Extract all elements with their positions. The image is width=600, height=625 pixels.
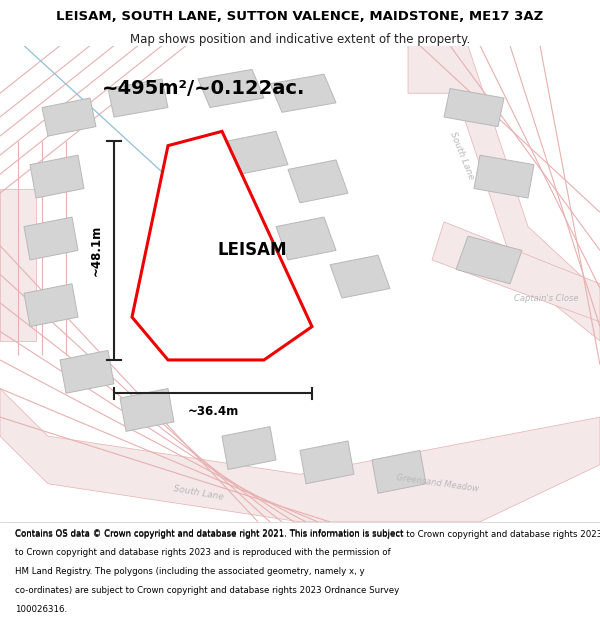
Polygon shape — [372, 451, 426, 493]
Polygon shape — [24, 284, 78, 327]
Polygon shape — [228, 131, 288, 174]
Polygon shape — [120, 389, 174, 431]
Text: Map shows position and indicative extent of the property.: Map shows position and indicative extent… — [130, 33, 470, 46]
Polygon shape — [456, 236, 522, 284]
Polygon shape — [0, 389, 600, 522]
Text: ~48.1m: ~48.1m — [90, 225, 103, 276]
Polygon shape — [0, 189, 36, 341]
Polygon shape — [432, 222, 600, 322]
Polygon shape — [288, 160, 348, 202]
Text: Greensand Meadow: Greensand Meadow — [396, 474, 480, 494]
Polygon shape — [408, 46, 600, 341]
Polygon shape — [474, 155, 534, 198]
Text: co-ordinates) are subject to Crown copyright and database rights 2023 Ordnance S: co-ordinates) are subject to Crown copyr… — [15, 586, 399, 596]
Polygon shape — [132, 131, 312, 360]
Polygon shape — [444, 89, 504, 127]
Polygon shape — [300, 441, 354, 484]
Polygon shape — [330, 255, 390, 298]
Text: HM Land Registry. The polygons (including the associated geometry, namely x, y: HM Land Registry. The polygons (includin… — [15, 568, 365, 576]
Polygon shape — [270, 74, 336, 112]
Polygon shape — [30, 155, 84, 198]
Text: LEISAM, SOUTH LANE, SUTTON VALENCE, MAIDSTONE, ME17 3AZ: LEISAM, SOUTH LANE, SUTTON VALENCE, MAID… — [56, 10, 544, 23]
Text: ~36.4m: ~36.4m — [187, 405, 239, 418]
Polygon shape — [24, 217, 78, 260]
Text: LEISAM: LEISAM — [217, 241, 287, 259]
Text: South Lane: South Lane — [448, 130, 476, 181]
Polygon shape — [42, 98, 96, 136]
Polygon shape — [198, 69, 264, 108]
Polygon shape — [60, 351, 114, 393]
Text: South Lane: South Lane — [172, 484, 224, 502]
Text: Contains OS data © Crown copyright and database right 2021. This information is : Contains OS data © Crown copyright and d… — [15, 530, 600, 539]
Text: 100026316.: 100026316. — [15, 606, 67, 614]
Polygon shape — [108, 79, 168, 117]
Polygon shape — [222, 427, 276, 469]
Polygon shape — [276, 217, 336, 260]
Text: Contains OS data © Crown copyright and database right 2021. This information is : Contains OS data © Crown copyright and d… — [15, 529, 404, 538]
Text: ~495m²/~0.122ac.: ~495m²/~0.122ac. — [103, 79, 305, 98]
Text: to Crown copyright and database rights 2023 and is reproduced with the permissio: to Crown copyright and database rights 2… — [15, 548, 391, 557]
Text: Captain's Close: Captain's Close — [514, 294, 578, 302]
